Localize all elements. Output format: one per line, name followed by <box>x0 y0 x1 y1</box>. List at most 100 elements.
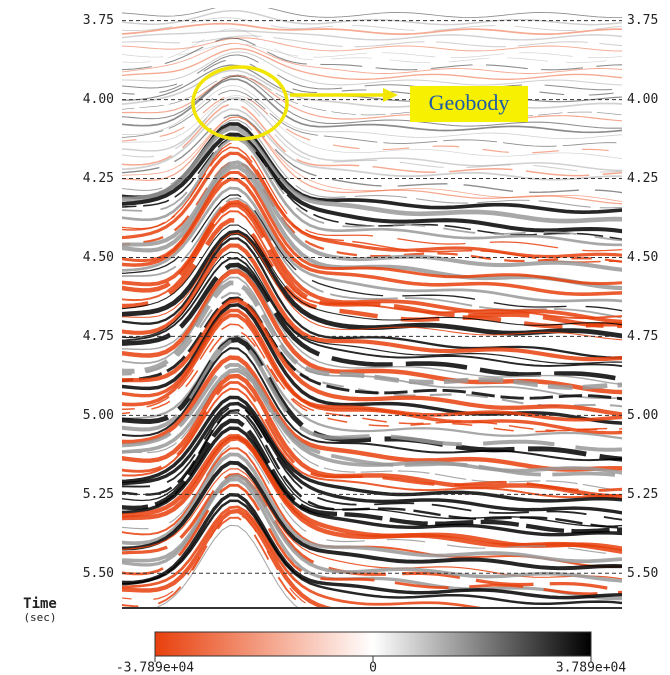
reflector <box>122 74 622 122</box>
reflector <box>122 371 622 492</box>
y-tick-label-right: 4.00 <box>627 92 658 107</box>
reflector <box>122 303 622 425</box>
reflector <box>122 224 622 326</box>
reflector <box>122 435 622 554</box>
reflector <box>122 43 622 59</box>
reflector <box>122 132 622 234</box>
colorbar-label: 0 <box>369 661 377 675</box>
reflector <box>122 387 622 499</box>
reflector <box>122 472 622 593</box>
reflector <box>122 452 622 564</box>
reflector <box>122 108 622 181</box>
annotation: Geobody <box>429 90 510 115</box>
reflector <box>122 75 622 129</box>
reflector <box>122 395 622 503</box>
axis-label: Time <box>23 596 57 612</box>
reflector <box>122 177 622 296</box>
reflector <box>122 412 622 527</box>
y-tick-label: 5.00 <box>83 408 114 423</box>
axis-unit: (sec) <box>23 611 56 624</box>
reflector <box>122 280 622 390</box>
geobody-circle <box>191 65 289 141</box>
reflector <box>122 381 622 492</box>
reflector <box>122 17 622 31</box>
reflector <box>122 269 622 395</box>
reflector <box>122 232 622 341</box>
reflector <box>122 151 622 259</box>
reflector <box>122 78 622 134</box>
reflector <box>122 298 622 417</box>
colorbar <box>154 631 592 657</box>
y-tick-label-right: 5.25 <box>627 487 658 502</box>
reflector <box>122 313 622 422</box>
reflector <box>122 460 622 571</box>
reflector <box>122 339 622 452</box>
reflector <box>122 146 622 263</box>
reflector <box>122 98 622 173</box>
reflector <box>122 418 622 534</box>
colorbar-label: -3.789e+04 <box>116 661 194 675</box>
reflector <box>122 401 622 515</box>
reflector <box>122 468 622 580</box>
reflector <box>122 116 622 205</box>
reflector <box>122 69 622 109</box>
reflector <box>122 492 622 600</box>
reflector <box>122 94 622 159</box>
reflector <box>122 262 622 382</box>
reflector <box>122 516 311 608</box>
reflector <box>122 367 622 475</box>
reflector <box>122 22 622 35</box>
axes: 3.75 3.75 4.00 4.00 4.25 4.25 4.50 4.50 4.75 4.75… <box>83 13 659 581</box>
reflector <box>122 443 622 555</box>
y-tick-label: 5.50 <box>83 566 114 581</box>
y-tick-label-right: 4.25 <box>627 171 658 186</box>
reflector <box>122 186 622 303</box>
reflector <box>122 194 622 312</box>
reflector <box>122 51 622 86</box>
reflector <box>122 347 622 462</box>
reflector <box>122 257 622 368</box>
reflector <box>122 74 622 117</box>
reflector <box>122 329 622 433</box>
y-tick-label-right: 4.50 <box>627 250 658 265</box>
reflector <box>122 37 622 52</box>
reflector <box>122 137 622 247</box>
reflector <box>122 58 622 96</box>
reflector <box>122 28 622 64</box>
reflector <box>122 136 622 242</box>
reflector <box>122 160 622 272</box>
y-tick-label: 4.00 <box>83 92 114 107</box>
reflector <box>122 35 622 48</box>
reflector <box>122 96 622 172</box>
reflector <box>122 125 622 224</box>
reflector <box>122 251 622 365</box>
reflector <box>122 85 622 140</box>
reflector <box>122 505 488 608</box>
reflector <box>122 483 622 596</box>
y-tick-label-right: 5.50 <box>627 566 658 581</box>
reflector <box>122 237 622 359</box>
reflector <box>122 47 622 80</box>
y-tick-label: 4.50 <box>83 250 114 265</box>
reflector <box>122 114 622 194</box>
reflector <box>122 116 622 202</box>
reflector <box>122 243 622 362</box>
reflector <box>122 197 622 319</box>
reflector <box>122 335 622 440</box>
arrow-head <box>383 88 398 102</box>
y-tick-label: 3.75 <box>83 13 114 28</box>
y-tick-label-right: 4.75 <box>627 329 658 344</box>
reflector <box>122 94 622 154</box>
annotation-box <box>410 86 528 122</box>
reflector <box>122 210 622 320</box>
reflector <box>122 90 622 147</box>
y-tick-label: 4.75 <box>83 329 114 344</box>
reflector <box>122 54 622 91</box>
reflector <box>122 37 622 71</box>
reflector <box>122 508 338 608</box>
y-tick-label: 4.25 <box>83 171 114 186</box>
reflector <box>122 160 622 263</box>
colorbar-label: 3.789e+04 <box>556 661 627 675</box>
seismic-section <box>122 8 622 608</box>
